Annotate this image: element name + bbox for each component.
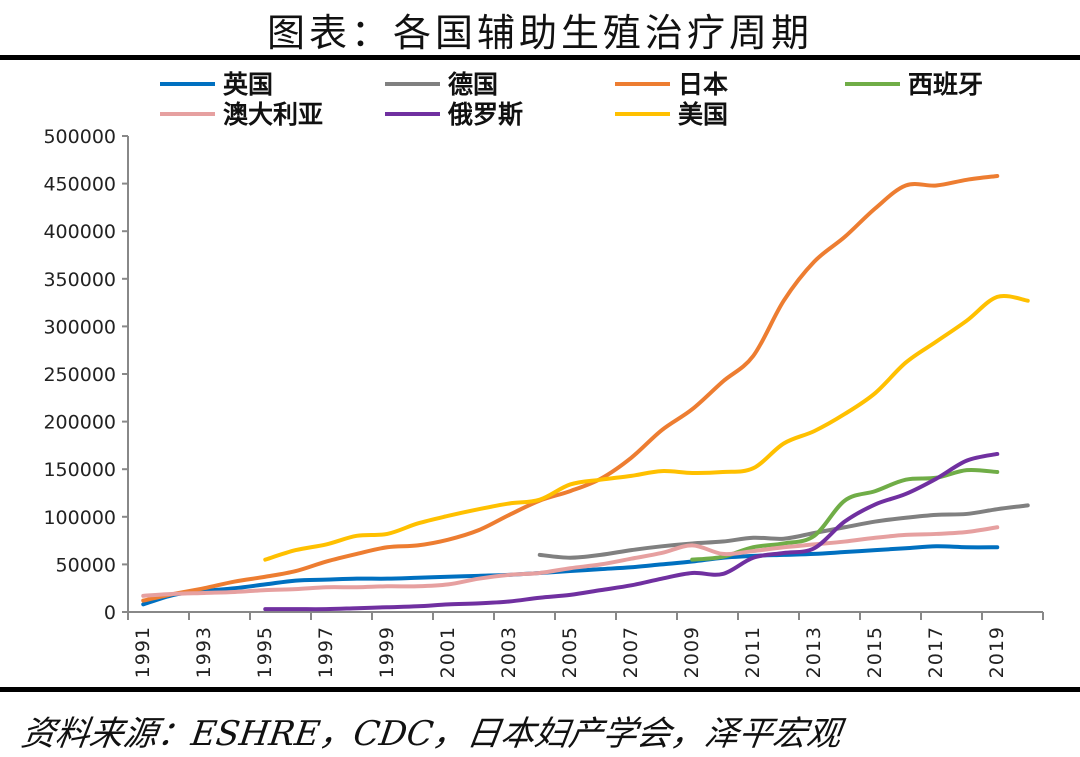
series-5 xyxy=(263,451,1000,612)
legend-label: 美国 xyxy=(678,100,728,129)
y-tick-label: 50000 xyxy=(56,554,116,576)
top-rule xyxy=(0,55,1080,60)
y-tick-label: 350000 xyxy=(43,269,116,291)
x-tick-label: 2005 xyxy=(559,626,581,678)
legend-item: 澳大利亚 xyxy=(160,100,323,129)
legend-label: 英国 xyxy=(223,70,273,99)
source-note: 资料来源：ESHRE，CDC，日本妇产学会，泽平宏观 xyxy=(18,714,844,754)
y-tick-label: 250000 xyxy=(43,364,116,386)
legend-item: 美国 xyxy=(615,100,728,129)
x-tick-label: 2015 xyxy=(864,626,886,678)
y-tick-label: 200000 xyxy=(43,412,116,434)
x-tick-label: 2007 xyxy=(620,626,642,678)
legend-label: 俄罗斯 xyxy=(447,100,523,129)
x-tick-label: 2019 xyxy=(986,626,1008,678)
y-tick-label: 500000 xyxy=(43,126,116,148)
x-tick-label: 2013 xyxy=(803,626,825,678)
bottom-rule xyxy=(0,687,1080,692)
legend-label: 德国 xyxy=(448,70,498,99)
y-tick-label: 150000 xyxy=(43,459,116,481)
legend-item: 德国 xyxy=(385,70,498,99)
series-1 xyxy=(537,503,1030,560)
x-tick-label: 1997 xyxy=(315,626,337,678)
legend-item: 西班牙 xyxy=(845,70,983,99)
series-2 xyxy=(141,173,1000,603)
y-tick-label: 450000 xyxy=(43,174,116,196)
y-tick-label: 100000 xyxy=(43,507,116,529)
legend-item: 俄罗斯 xyxy=(385,100,523,129)
y-tick-label: 300000 xyxy=(43,316,116,338)
chart-title: 图表：各国辅助生殖治疗周期 xyxy=(266,11,813,55)
y-tick-label: 400000 xyxy=(43,221,116,243)
x-tick-label: 2003 xyxy=(498,626,520,678)
x-tick-label: 2017 xyxy=(925,626,947,678)
series-6 xyxy=(263,293,1030,562)
legend-label: 西班牙 xyxy=(908,70,983,99)
x-tick-label: 1993 xyxy=(193,626,215,678)
x-tick-label: 2009 xyxy=(681,626,703,678)
x-tick-label: 2011 xyxy=(742,626,764,678)
legend-label: 澳大利亚 xyxy=(223,100,323,129)
legend-item: 日本 xyxy=(615,70,728,99)
y-tick-label: 0 xyxy=(104,602,116,624)
series-line xyxy=(263,293,1030,562)
legend-label: 日本 xyxy=(678,70,728,99)
x-tick-label: 1999 xyxy=(376,626,398,678)
series-4 xyxy=(141,525,1000,598)
legend-item: 英国 xyxy=(160,70,273,99)
x-tick-label: 1995 xyxy=(254,626,276,678)
x-tick-label: 2001 xyxy=(437,626,459,678)
x-tick-label: 1991 xyxy=(132,626,154,678)
